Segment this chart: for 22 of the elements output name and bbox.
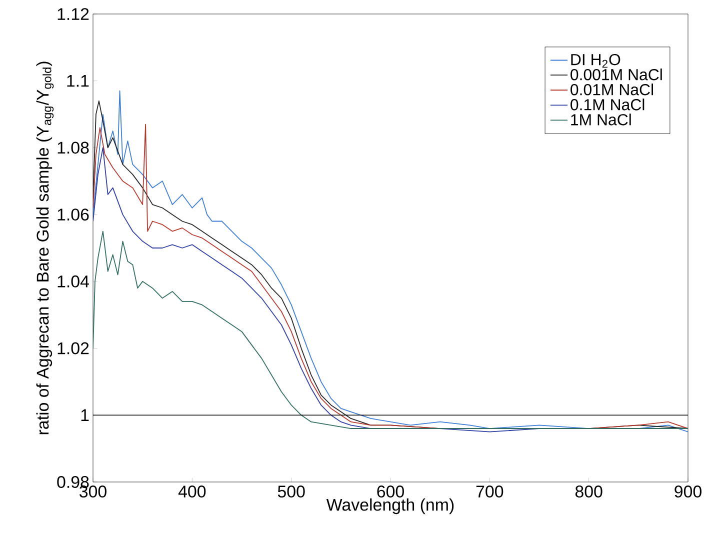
x-tick-label: 700 <box>476 486 504 498</box>
y-tick-label: 1.06 <box>58 208 89 221</box>
y-tick-label: 1.12 <box>58 8 89 20</box>
legend-label: 0.1M NaCl <box>570 98 644 110</box>
y-tick-label: 1.1 <box>67 75 89 87</box>
x-tick-label: 900 <box>674 486 702 498</box>
legend-label: DI H$_{2}$O <box>571 54 620 68</box>
x-tick-label: 500 <box>278 486 305 498</box>
y-axis-title: ratio of Aggrecan to Bare Gold sample (Y$_{agg}$/Y$_{gold}$) <box>36 62 54 434</box>
y-tick-label: 0.98 <box>57 476 89 488</box>
y-tick-label: 1.02 <box>58 342 89 354</box>
x-tick-label: 800 <box>575 486 602 498</box>
x-tick-label: 300 <box>80 486 106 498</box>
legend-label: 1M NaCl <box>571 114 631 126</box>
y-tick-label: 1.04 <box>58 275 89 288</box>
x-tick-label: 400 <box>178 486 206 498</box>
y-tick-label: 1.08 <box>58 142 89 154</box>
legend-label: 0.01M NaCl <box>570 84 653 96</box>
legend-label: 0.001M NaCl <box>570 68 662 80</box>
y-tick-label: 1 <box>81 409 89 421</box>
x-axis-title: Wavelength (nm) <box>326 498 454 514</box>
x-tick-label: 600 <box>377 486 404 498</box>
